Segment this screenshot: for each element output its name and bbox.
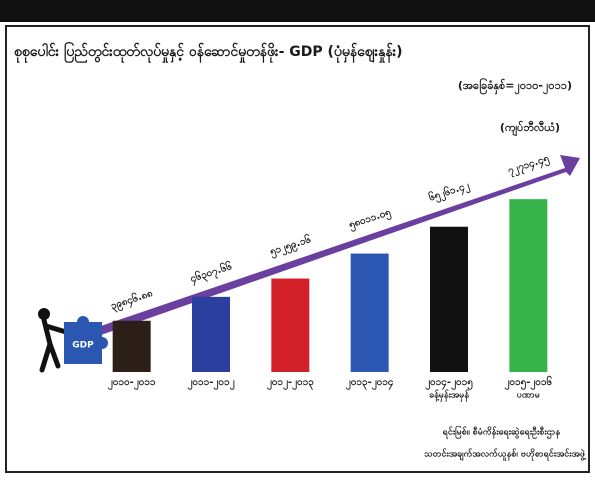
bar bbox=[509, 199, 548, 372]
x-tick-label: ၂၀၁၅-၂၀၁၆ bbox=[504, 375, 552, 391]
bar bbox=[192, 296, 230, 372]
bar bbox=[112, 320, 151, 372]
x-tick-label: ၂၀၁၃-၂၀၁၄ bbox=[346, 377, 394, 391]
x-tick-label: ၂၀၁၀-၂၀၁၁ bbox=[108, 377, 156, 391]
gdp-icon bbox=[38, 308, 108, 373]
x-tick-note: ပဏာမ bbox=[517, 391, 540, 401]
trend-arrow bbox=[95, 155, 580, 336]
bar bbox=[430, 226, 468, 372]
x-tick-label: ၂၀၁၂-၂၀၁၃ bbox=[267, 377, 314, 391]
x-tick-label: ၂၀၁၁-၂၀၁၂ bbox=[187, 377, 234, 391]
icon-label: GDP bbox=[72, 341, 94, 351]
source-line: ရင်းမြစ်။ စီမံကိန်းရေးဆွဲရေးဦးစီးဌာန bbox=[443, 426, 561, 440]
top-band bbox=[0, 0, 595, 22]
source-line: သတင်းအချက်အလက်ယူနစ်၊ ဗဟိုစာရင်းအင်းအဖွဲ့ bbox=[424, 449, 587, 462]
x-tick-note: ခန့်မှန်းအမှန် bbox=[429, 390, 470, 403]
unit-label: (ကျပ်ဘီလီယံ) bbox=[500, 120, 560, 137]
bar bbox=[271, 278, 310, 372]
chart-subtitle: (အခြေခံနှစ်=၂၀၁၀-၂၀၁၁) bbox=[458, 77, 572, 95]
frame bbox=[5, 25, 590, 473]
chart-title: စုစုပေါင်း ပြည်တွင်းထုတ်လုပ်မှုနှင့် ဝန်… bbox=[14, 42, 403, 63]
bar bbox=[350, 253, 389, 372]
x-tick-label: ၂၀၁၄-၂၀၁၅ bbox=[425, 377, 473, 391]
